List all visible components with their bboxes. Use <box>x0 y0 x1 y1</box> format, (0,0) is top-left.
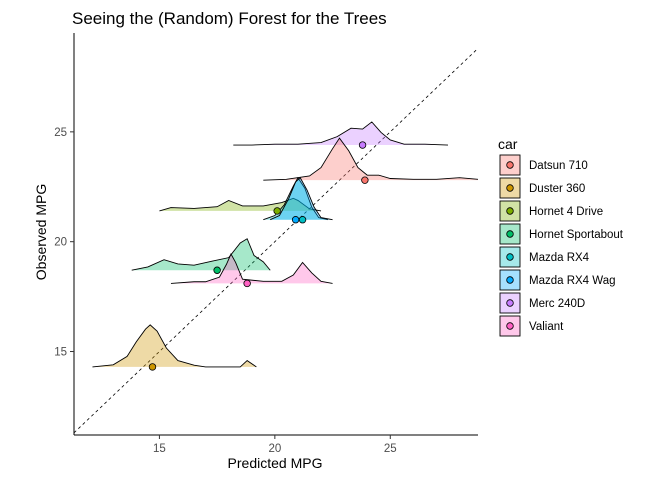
x-axis-title: Predicted MPG <box>228 455 323 471</box>
x-tick-label: 25 <box>384 443 397 455</box>
ridge-outline-datsun-710 <box>263 137 478 181</box>
ridge-outline-valiant <box>170 253 333 284</box>
ridge-fill-mazda-rx4 <box>263 177 328 220</box>
legend-label: Merc 240D <box>529 298 585 310</box>
legend-label: Hornet 4 Drive <box>529 206 603 218</box>
legend-label: Valiant <box>529 321 564 333</box>
ridge-fill-hornet-4-drive <box>159 198 322 211</box>
point-valiant <box>243 279 251 288</box>
x-tick-label: 15 <box>153 443 166 455</box>
axes: 15 20 25 15 20 25 <box>54 33 478 455</box>
chart-title: Seeing the (Random) Forest for the Trees <box>72 9 387 28</box>
legend-point-mazda-rx4-wag <box>506 276 514 284</box>
y-tick-label: 25 <box>54 127 67 139</box>
legend-label: Mazda RX4 Wag <box>529 275 616 287</box>
legend-point-hornet-4-drive <box>506 207 514 215</box>
legend-label: Hornet Sportabout <box>529 229 624 241</box>
ridge-outline-hornet-sportabout <box>131 238 271 271</box>
point-mazda-rx4-wag <box>291 216 300 224</box>
ridge-outline-hornet-4-drive <box>159 197 322 212</box>
legend-point-hornet-sportabout <box>506 230 514 238</box>
legend: car Datsun 710 Duster 360 Hornet 4 Drive Ho… <box>498 136 624 337</box>
legend-label: Mazda RX4 <box>529 252 590 264</box>
legend-point-datsun-710 <box>506 161 514 169</box>
y-tick-label: 15 <box>54 347 67 359</box>
y-axis-title: Observed MPG <box>33 184 49 280</box>
y-tick-label: 20 <box>54 237 67 249</box>
legend-title: car <box>498 136 518 152</box>
ridge-fill-mazda-rx4-wag <box>270 177 333 220</box>
point-duster-360 <box>148 363 157 371</box>
plot-area <box>74 48 478 434</box>
legend-point-valiant <box>506 322 514 330</box>
point-mazda-rx4 <box>298 216 307 224</box>
point-datsun-710 <box>361 176 369 184</box>
point-hornet-4-drive <box>273 207 281 215</box>
x-tick-label: 20 <box>268 443 281 455</box>
legend-label: Duster 360 <box>529 183 585 195</box>
legend-point-merc-240d <box>506 299 514 307</box>
ridge-outline-merc-240d <box>233 121 449 146</box>
reference-line-y-equals-x <box>74 48 478 434</box>
legend-label: Datsun 710 <box>529 160 588 172</box>
point-hornet-sportabout <box>213 266 221 274</box>
legend-point-mazda-rx4 <box>506 253 514 261</box>
point-merc-240d <box>358 141 367 149</box>
observed-points <box>148 141 369 371</box>
ridge-outline-mazda-rx4-wag <box>270 177 333 221</box>
density-ridges <box>92 121 478 368</box>
legend-point-duster-360 <box>506 184 514 192</box>
ridge-fill-duster-360 <box>92 324 257 367</box>
ridge-outline-duster-360 <box>92 324 257 368</box>
